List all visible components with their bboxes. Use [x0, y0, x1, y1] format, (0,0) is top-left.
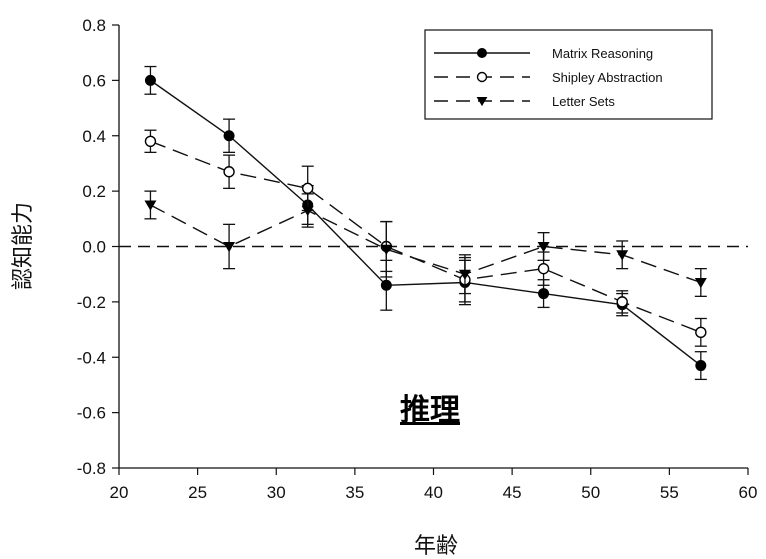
legend-label-letter-sets: Letter Sets: [552, 94, 615, 109]
legend: Matrix Reasoning Shipley Abstraction Lette…: [424, 29, 713, 120]
y-tick-label: 0.0: [82, 238, 106, 257]
x-tick-label: 40: [424, 483, 443, 502]
data-point-shipley-abstraction: [223, 166, 235, 178]
data-point-letter-sets: [223, 242, 236, 253]
y-axis-title: 認知能力: [11, 202, 36, 290]
x-tick-label: 45: [503, 483, 522, 502]
data-point-letter-sets: [144, 200, 157, 211]
data-point-matrix-reasoning: [380, 279, 392, 291]
legend-box: [424, 29, 713, 120]
legend-marker-shipley-abstraction: [476, 71, 488, 83]
x-tick-label: 50: [581, 483, 600, 502]
y-tick-label: 0.8: [82, 16, 106, 35]
y-tick-label: -0.4: [77, 348, 106, 367]
x-tick-label: 55: [660, 483, 679, 502]
series-line-matrix-reasoning: [150, 79, 702, 367]
data-point-shipley-abstraction: [144, 135, 157, 147]
x-tick-label: 60: [739, 483, 758, 502]
x-tick-label: 20: [110, 483, 129, 502]
data-point-shipley-abstraction: [537, 262, 550, 275]
data-point-letter-sets: [537, 242, 550, 253]
data-point-letter-sets: [458, 269, 471, 280]
y-tick-label: -0.2: [77, 293, 106, 312]
y-tick-label: -0.6: [77, 404, 106, 423]
series-line-shipley-abstraction: [150, 140, 702, 333]
data-point-matrix-reasoning: [144, 74, 156, 86]
data-point-shipley-abstraction: [695, 326, 707, 339]
x-tick-label: 25: [188, 483, 207, 502]
axes: 20 25 30 35 40 45 50 55 60 0.8 0.6 0.4 0.2 0.0 -0.2 -0.…: [77, 16, 758, 502]
legend-marker-letter-sets: [476, 96, 488, 107]
data-point-matrix-reasoning: [223, 130, 235, 142]
data-point-letter-sets: [380, 244, 393, 255]
legend-marker-matrix-reasoning: [477, 48, 487, 58]
y-tick-label: 0.6: [82, 71, 106, 90]
data-point-letter-sets: [616, 250, 629, 261]
series-line-letter-sets: [150, 204, 702, 284]
data-point-letter-sets: [301, 206, 314, 217]
series-letter-sets: [144, 190, 707, 297]
y-tick-label: 0.4: [82, 127, 106, 146]
chart-annotation: 推理: [400, 393, 460, 428]
legend-label-shipley-abstraction: Shipley Abstraction: [552, 70, 663, 85]
data-point-matrix-reasoning: [695, 360, 707, 372]
y-tick-label: -0.8: [77, 459, 106, 478]
data-point-letter-sets: [694, 277, 707, 289]
x-tick-label: 30: [267, 483, 286, 502]
x-axis-title: 年齢: [414, 534, 458, 559]
y-tick-label: 0.2: [82, 182, 106, 201]
x-tick-label: 35: [345, 483, 364, 502]
series-layer: [144, 65, 707, 381]
data-point-shipley-abstraction: [616, 296, 628, 308]
data-point-matrix-reasoning: [538, 288, 550, 300]
data-point-shipley-abstraction: [302, 182, 314, 195]
legend-label-matrix-reasoning: Matrix Reasoning: [552, 46, 653, 61]
